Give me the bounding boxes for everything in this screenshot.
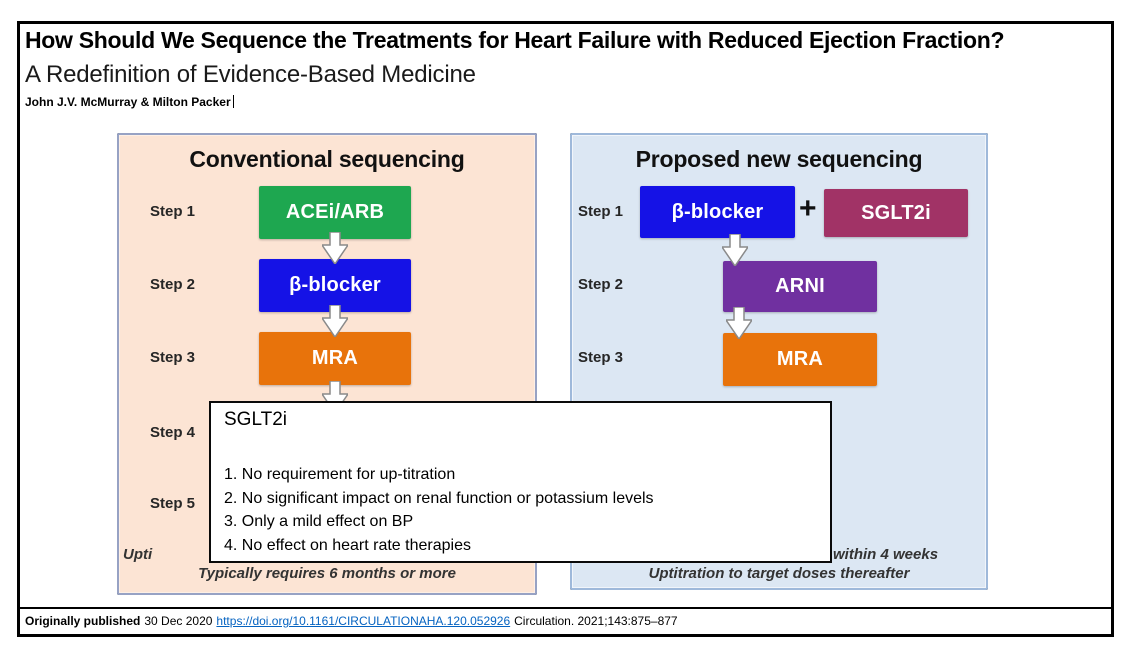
proposed-step1-label: Step 1 — [578, 203, 624, 220]
down-arrow-icon — [722, 234, 748, 266]
mra-box-proposed: MRA — [723, 333, 877, 386]
conventional-step1-label: Step 1 — [150, 203, 196, 220]
published-prefix: Originally published — [25, 614, 141, 628]
plus-sign: + — [799, 192, 817, 225]
citation-text: Circulation. 2021;143:875–877 — [514, 614, 678, 628]
page-title: How Should We Sequence the Treatments fo… — [25, 27, 1005, 53]
doi-link[interactable]: https://doi.org/10.1161/CIRCULATIONAHA.1… — [216, 614, 511, 628]
down-arrow-icon — [322, 305, 348, 337]
tooltip-item: 2. No significant impact on renal functi… — [224, 489, 654, 507]
page-subtitle: A Redefinition of Evidence-Based Medicin… — [25, 61, 476, 88]
authors-line: John J.V. McMurray & Milton Packer — [25, 95, 235, 109]
authors-text: John J.V. McMurray & Milton Packer — [25, 95, 231, 109]
published-date: 30 Dec 2020 — [144, 614, 213, 628]
tooltip-item: 3. Only a mild effect on BP — [224, 513, 414, 530]
conventional-step4-label: Step 4 — [150, 424, 196, 441]
down-arrow-icon — [322, 232, 348, 264]
proposed-footer-line2: Uptitration to target doses thereafter — [648, 565, 910, 582]
proposed-title: Proposed new sequencing — [635, 146, 923, 172]
footer-divider — [19, 607, 1112, 609]
proposed-footer-line1: within 4 weeks — [833, 546, 939, 563]
text-cursor — [232, 95, 235, 108]
arni-box: ARNI — [723, 261, 877, 312]
tooltip-item: 4. No effect on heart rate therapies — [224, 536, 471, 554]
sglt2i-tooltip[interactable]: SGLT2i 1. No requirement for up-titratio… — [209, 401, 832, 563]
mra-box-conventional: MRA — [259, 332, 411, 385]
proposed-step2-label: Step 2 — [578, 276, 624, 293]
citation-line: Originally published 30 Dec 2020 https:/… — [25, 614, 678, 628]
conventional-step3-label: Step 3 — [150, 349, 196, 366]
beta-blocker-box-proposed: β-blocker — [640, 186, 795, 238]
acei-arb-box: ACEi/ARB — [259, 186, 411, 239]
tooltip-item-list: 1. No requirement for up-titration 2. No… — [224, 463, 654, 557]
conventional-footer-line1: Upti — [123, 546, 153, 563]
conventional-footer-line2: Typically requires 6 months or more — [198, 565, 456, 582]
proposed-step3-label: Step 3 — [578, 349, 624, 366]
conventional-step5-label: Step 5 — [150, 495, 196, 512]
tooltip-item: 1. No requirement for up-titration — [224, 466, 456, 483]
conventional-step2-label: Step 2 — [150, 276, 196, 293]
beta-blocker-box-conventional: β-blocker — [259, 259, 411, 312]
down-arrow-icon — [726, 307, 752, 339]
sglt2i-box: SGLT2i — [824, 189, 968, 237]
conventional-title: Conventional sequencing — [189, 146, 465, 172]
tooltip-title: SGLT2i — [224, 409, 288, 430]
